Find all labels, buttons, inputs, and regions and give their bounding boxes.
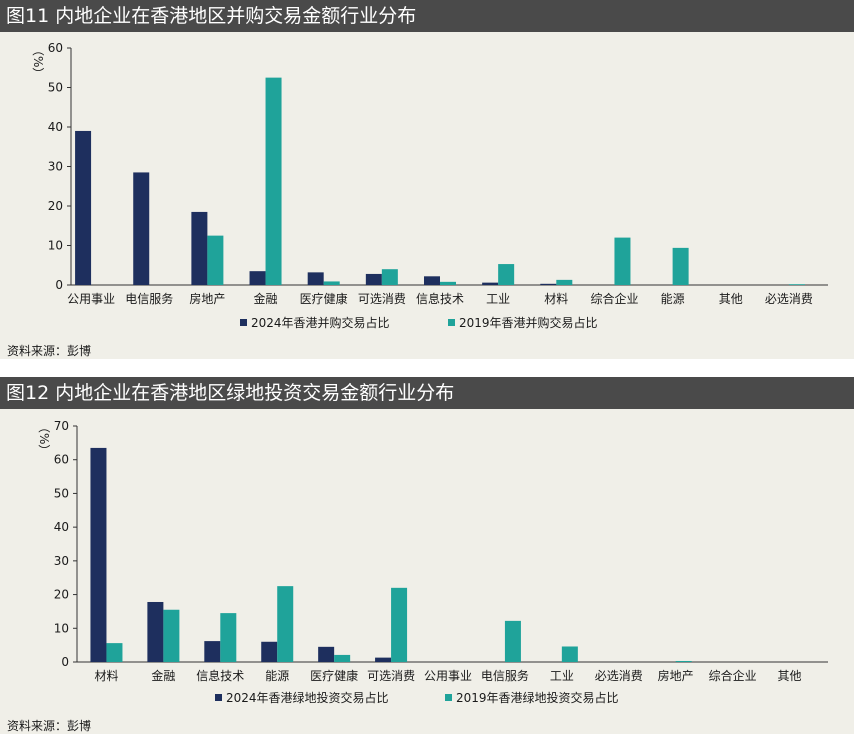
y-tick-label: 0 [61,655,69,669]
bar-2024 [261,641,278,662]
x-tick-label: 可选消费 [367,669,415,683]
legend-swatch-2019 [445,694,452,701]
x-tick-label: 电信服务 [125,291,173,306]
bar-2019 [561,646,578,662]
x-tick-label: 可选消费 [358,292,406,306]
x-tick-label: 其他 [719,292,743,306]
y-tick-label: 50 [54,486,69,500]
bar-2019 [106,643,123,662]
legend-swatch-2024 [215,694,222,701]
x-tick-label: 其他 [778,669,802,683]
bar-2024 [365,273,382,285]
y-tick-label: 20 [54,588,69,602]
legend-label: 2019年香港绿地投资交易占比 [456,690,619,705]
x-tick-label: 材料 [544,292,568,306]
y-tick-label: 10 [48,239,63,253]
y-tick-label: 10 [54,621,69,635]
bar-2019 [323,281,340,285]
figure-12: 图12 内地企业在香港地区绿地投资交易金额行业分布 （%） 0 10 20 30 40 50… [0,377,854,734]
bar-2019 [675,660,692,662]
x-tick-label: 医疗健康 [310,668,358,683]
bar-2019 [788,284,805,285]
chart-panel: （%） 0 10 20 30 40 50 60 70 材料 金融 信息技术 能源 医疗健康 可选消费 公用事业… [0,409,854,734]
bar-2024 [540,283,557,285]
source-note: 资料来源：彭博 [7,719,92,733]
y-tick-label: 60 [54,453,69,467]
y-axis-label: （%） [31,44,45,79]
bar-2024 [133,172,150,285]
y-tick-label: 0 [55,278,63,292]
bar-2024 [482,282,499,285]
bar-2019 [277,586,294,662]
bar-2019 [440,281,456,285]
x-tick-label: 信息技术 [416,291,464,306]
legend-label: 2019年香港并购交易占比 [459,315,598,330]
x-tick-label: 工业 [486,292,510,306]
y-tick-label: 60 [48,41,63,55]
legend-swatch-2019 [448,319,455,326]
x-tick-label: 金融 [151,668,175,683]
bar-2019 [504,620,521,662]
y-tick-label: 30 [48,160,63,174]
bar-2024 [90,447,107,662]
x-tick-label: 房地产 [658,668,694,683]
y-tick-label: 40 [54,520,69,534]
x-tick-label: 必选消费 [765,292,813,306]
x-tick-label: 工业 [550,669,574,683]
chart-title: 图11 内地企业在香港地区并购交易金额行业分布 [0,0,854,32]
x-tick-label: 信息技术 [196,668,244,683]
chart-title: 图12 内地企业在香港地区绿地投资交易金额行业分布 [0,377,854,409]
chart-panel: （%） 0 10 20 30 40 50 60 公用事业 电信服务 房地产 金融 医疗健康 可选消费 信息技… [0,32,854,359]
y-tick-label: 50 [48,81,63,95]
x-tick-label: 医疗健康 [300,291,348,306]
x-tick-label: 能源 [265,669,289,683]
legend-label: 2024年香港并购交易占比 [251,315,390,330]
x-tick-label: 必选消费 [595,669,643,683]
bar-2024 [318,646,335,662]
bar-2019 [163,609,180,662]
y-tick-label: 40 [48,120,63,134]
x-tick-label: 综合企业 [709,668,757,683]
x-tick-label: 公用事业 [67,292,115,306]
bar-2024 [204,641,221,662]
y-axis-label: （%） [37,421,51,456]
bar-2019 [556,279,573,285]
x-tick-label: 金融 [254,291,278,306]
y-tick-label: 70 [54,419,69,433]
x-tick-label: 电信服务 [481,668,529,683]
x-tick-label: 材料 [94,669,118,683]
x-tick-label: 综合企业 [590,291,638,306]
bar-2024 [424,276,440,285]
bar-2019 [334,654,351,662]
x-tick-label: 能源 [661,292,685,306]
legend-swatch-2024 [240,319,247,326]
y-tick-label: 20 [48,199,63,213]
bar-chart: （%） 0 10 20 30 40 50 60 公用事业 电信服务 房地产 金融 医疗健康 可选消费 信息技… [31,41,828,330]
bar-2019 [391,587,408,662]
bar-2024 [191,211,208,285]
bar-chart: （%） 0 10 20 30 40 50 60 70 材料 金融 信息技术 能源 医疗健康 可选消费 公用事业… [37,419,828,705]
bar-2019 [672,247,689,285]
bar-2019 [381,269,398,285]
x-tick-label: 房地产 [189,291,225,306]
figure-gap [0,359,854,377]
bar-2019 [220,613,237,662]
x-tick-label: 公用事业 [424,669,472,683]
legend-label: 2024年香港绿地投资交易占比 [226,690,389,705]
bar-2019 [265,77,282,285]
bar-2024 [75,130,92,285]
bar-2019 [207,235,224,285]
bar-2024 [249,271,266,285]
bar-2019 [498,264,515,285]
source-note: 资料来源：彭博 [7,344,92,358]
bar-2024 [307,272,324,285]
figure-11: 图11 内地企业在香港地区并购交易金额行业分布 （%） 0 10 20 30 40 50 60… [0,0,854,359]
y-tick-label: 30 [54,554,69,568]
bar-2019 [614,237,631,285]
bar-2024 [147,601,164,662]
bar-2024 [375,657,392,662]
